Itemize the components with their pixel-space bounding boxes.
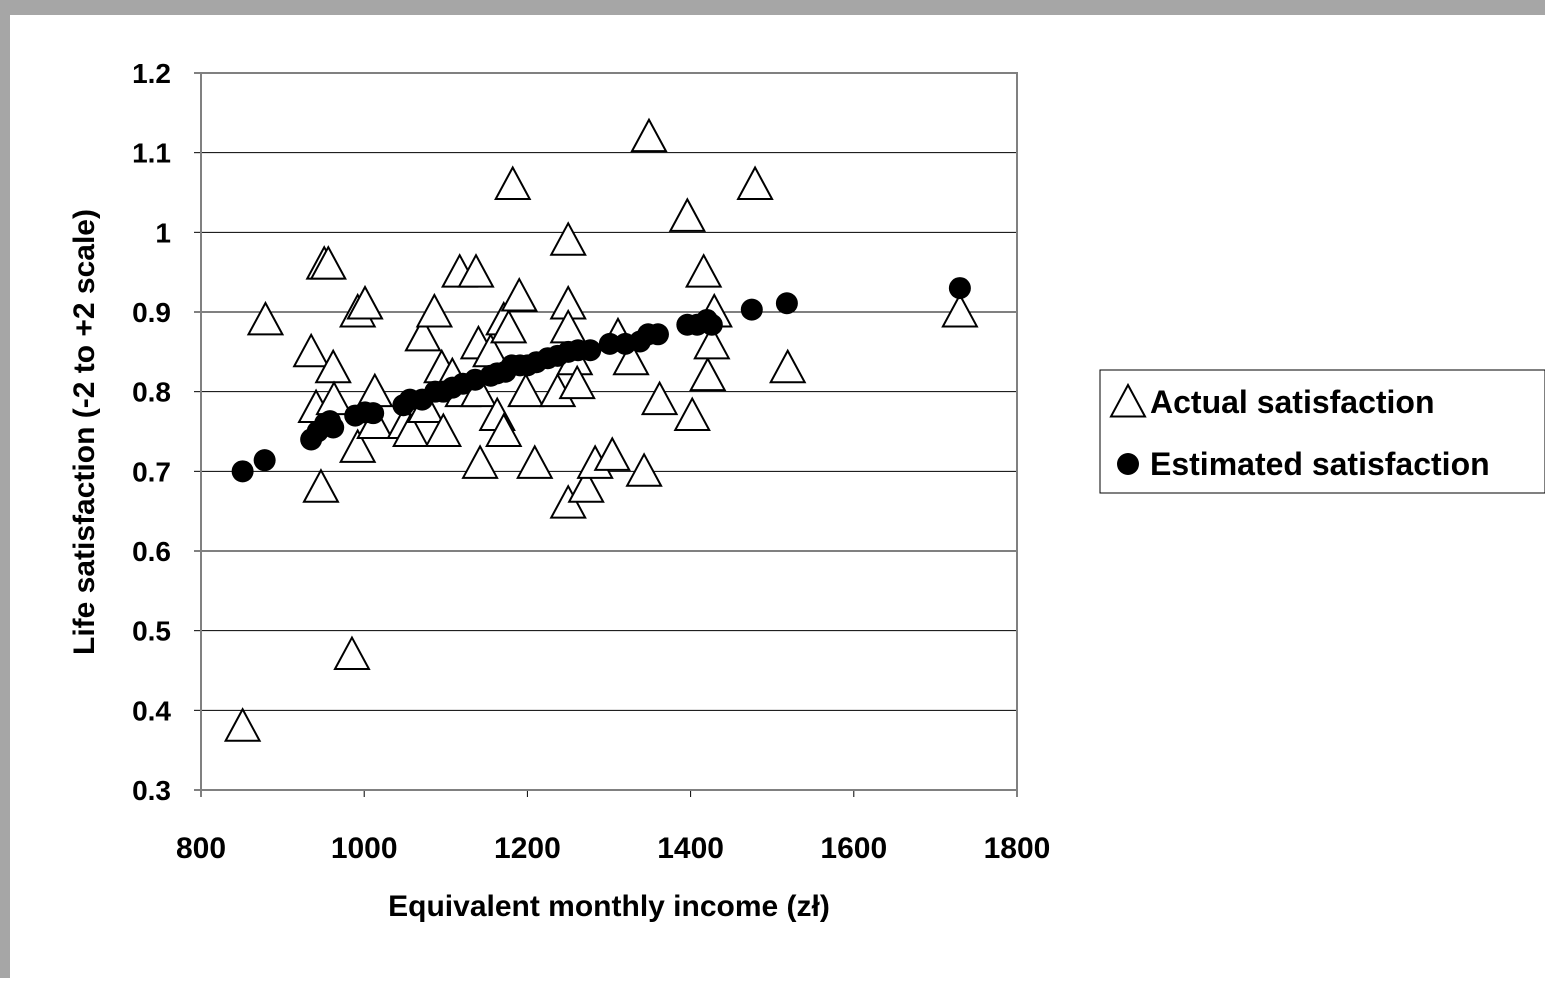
point xyxy=(507,372,545,408)
y-tick-label: 1.1 xyxy=(132,138,171,169)
point xyxy=(292,332,330,368)
point xyxy=(740,298,763,321)
point xyxy=(457,253,495,288)
point xyxy=(612,340,650,376)
point xyxy=(485,412,523,447)
y-tick-label: 0.7 xyxy=(132,456,171,487)
legend-marker xyxy=(1109,382,1147,418)
x-tick-label: 1000 xyxy=(331,832,398,865)
point xyxy=(489,308,528,344)
point xyxy=(673,396,711,432)
point xyxy=(558,364,596,400)
point xyxy=(598,332,621,355)
legend-marker xyxy=(1117,453,1139,475)
point xyxy=(769,348,807,384)
y-axis-label: Life satisfaction (-2 to +2 scale) xyxy=(68,209,101,655)
plot-border xyxy=(200,72,1018,791)
point xyxy=(700,313,723,336)
point xyxy=(424,412,463,447)
point xyxy=(461,444,499,479)
point xyxy=(684,253,723,288)
point xyxy=(593,436,631,471)
point xyxy=(231,460,254,483)
point xyxy=(415,292,454,328)
point xyxy=(516,444,554,479)
y-tick-label: 0.3 xyxy=(132,775,171,806)
point xyxy=(646,323,669,346)
y-tick-label: 0.9 xyxy=(132,297,171,328)
point xyxy=(941,292,979,328)
x-axis-label: Equivalent monthly income (zł) xyxy=(388,890,830,923)
point xyxy=(253,449,276,472)
point xyxy=(309,245,347,280)
point xyxy=(322,416,345,439)
x-tick-label: 1800 xyxy=(984,832,1051,865)
point xyxy=(549,221,587,256)
point xyxy=(302,468,340,503)
point xyxy=(948,277,971,300)
point xyxy=(500,276,538,312)
point xyxy=(579,339,602,362)
point xyxy=(689,356,727,392)
legend xyxy=(1099,369,1545,494)
y-tick-label: 1 xyxy=(155,217,171,248)
y-tick-label: 0.4 xyxy=(132,695,171,726)
point xyxy=(223,707,262,742)
point xyxy=(246,300,285,336)
legend-label: Actual satisfaction xyxy=(1150,384,1435,420)
point xyxy=(346,284,384,320)
point xyxy=(338,428,377,463)
point xyxy=(668,197,707,232)
point xyxy=(625,452,663,487)
point xyxy=(362,402,385,425)
y-tick-label: 0.5 xyxy=(132,616,171,647)
point xyxy=(736,165,774,200)
chart-area xyxy=(10,15,1545,978)
point xyxy=(630,117,668,153)
point xyxy=(640,380,679,416)
x-tick-label: 1200 xyxy=(494,832,561,865)
point xyxy=(693,324,731,360)
point xyxy=(392,412,430,447)
point xyxy=(404,316,442,352)
y-tick-label: 0.8 xyxy=(132,377,171,408)
y-tick-label: 1.2 xyxy=(132,58,171,89)
y-tick-label: 0.6 xyxy=(132,536,171,567)
legend-label: Estimated satisfaction xyxy=(1150,446,1490,482)
x-tick-label: 1400 xyxy=(657,832,724,865)
point xyxy=(333,635,371,671)
x-tick-label: 800 xyxy=(176,832,226,865)
point xyxy=(494,165,532,200)
point xyxy=(775,292,798,315)
x-tick-label: 1600 xyxy=(820,832,887,865)
point xyxy=(567,468,605,503)
